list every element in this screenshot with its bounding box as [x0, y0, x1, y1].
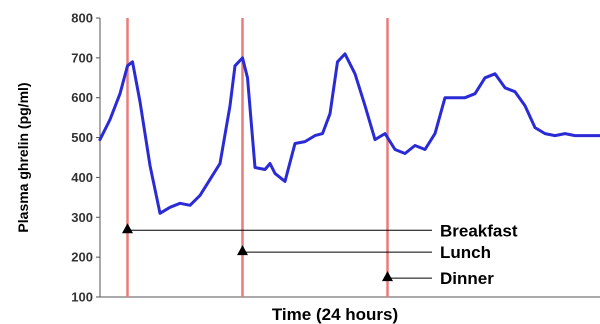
y-tick-label: 400: [71, 170, 93, 185]
meal-markers: [122, 223, 432, 282]
x-axis-title: Time (24 hours): [272, 305, 398, 324]
axes: [99, 18, 600, 298]
y-tick-label: 300: [71, 210, 93, 225]
y-tick-label: 200: [71, 250, 93, 265]
meal-label-breakfast: Breakfast: [440, 221, 518, 240]
meal-labels: Breakfast Lunch Dinner: [440, 221, 518, 288]
y-tick-label: 100: [71, 290, 93, 305]
y-tick-label: 800: [71, 11, 93, 26]
series: [98, 52, 600, 215]
meal-marker-triangle: [382, 271, 393, 282]
meal-marker-triangle: [237, 245, 248, 256]
meal-label-dinner: Dinner: [440, 269, 494, 288]
y-tick-label: 500: [71, 130, 93, 145]
y-ticks: 800 700 600 500 400 300 200 100: [71, 11, 100, 305]
y-axis-title: Plasma ghrelin (pg/ml): [15, 82, 31, 232]
y-tick-label: 700: [71, 50, 93, 65]
ghrelin-series-line: [98, 52, 600, 215]
meal-label-lunch: Lunch: [440, 243, 491, 262]
y-tick-label: 600: [71, 90, 93, 105]
meal-marker-triangle: [122, 223, 133, 234]
